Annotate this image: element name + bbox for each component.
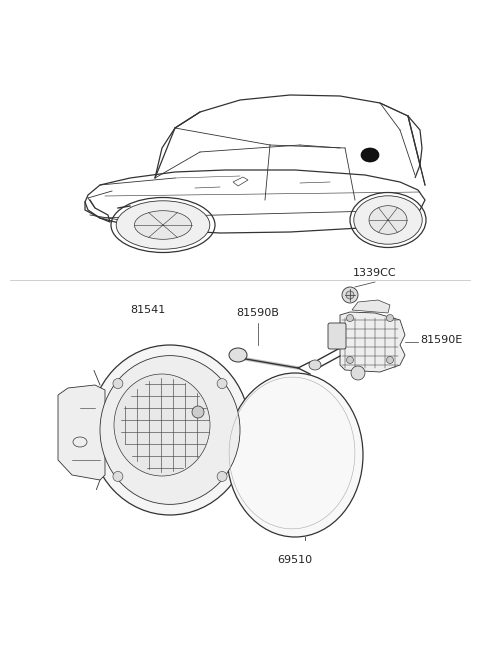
Ellipse shape: [309, 360, 321, 370]
Text: 81590B: 81590B: [237, 308, 279, 318]
Polygon shape: [58, 385, 105, 480]
Circle shape: [346, 291, 354, 299]
Circle shape: [217, 472, 227, 481]
Ellipse shape: [361, 148, 379, 162]
Ellipse shape: [90, 345, 250, 515]
Circle shape: [342, 287, 358, 303]
Circle shape: [113, 472, 123, 481]
Ellipse shape: [116, 201, 210, 249]
FancyBboxPatch shape: [328, 323, 346, 349]
Text: 1339CC: 1339CC: [353, 268, 397, 278]
Ellipse shape: [227, 373, 363, 537]
Ellipse shape: [354, 196, 422, 244]
Ellipse shape: [229, 348, 247, 362]
Circle shape: [347, 356, 353, 364]
Circle shape: [351, 366, 365, 380]
Circle shape: [192, 406, 204, 418]
Text: 81541: 81541: [131, 305, 166, 315]
Circle shape: [113, 379, 123, 388]
Text: 81590E: 81590E: [420, 335, 462, 345]
Circle shape: [347, 314, 353, 322]
Ellipse shape: [114, 374, 210, 476]
Ellipse shape: [369, 206, 407, 234]
Ellipse shape: [100, 356, 240, 504]
Circle shape: [386, 356, 394, 364]
Polygon shape: [352, 300, 390, 313]
Ellipse shape: [134, 211, 192, 239]
Text: 69510: 69510: [277, 555, 312, 565]
Circle shape: [386, 314, 394, 322]
Polygon shape: [340, 312, 405, 372]
Circle shape: [217, 379, 227, 388]
